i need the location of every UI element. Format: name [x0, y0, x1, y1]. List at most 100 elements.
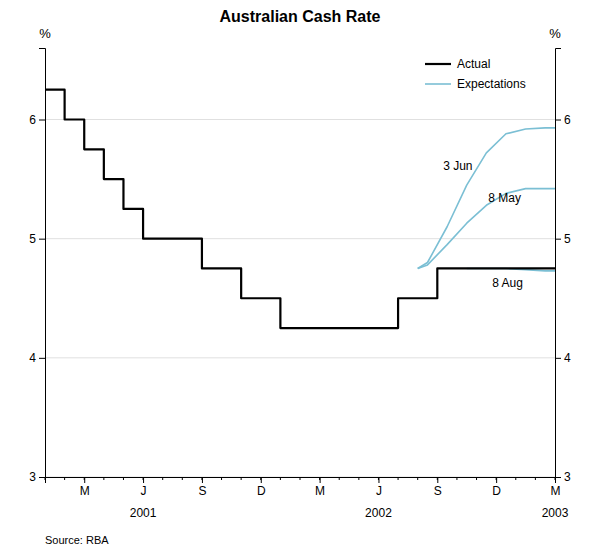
- series-line: [45, 90, 555, 328]
- minor-tick: [417, 477, 418, 480]
- minor-tick: [45, 477, 46, 480]
- minor-tick: [201, 477, 202, 480]
- series-line: [418, 128, 555, 269]
- tick-mark: [39, 358, 45, 359]
- tick-label: M: [80, 484, 90, 498]
- tick: J: [141, 477, 147, 498]
- tick: S: [198, 477, 206, 498]
- legend-swatch: [425, 63, 451, 65]
- tick: 5: [555, 232, 571, 246]
- grid-line: [45, 119, 555, 120]
- tick: D: [492, 477, 501, 498]
- tick-mark: [320, 477, 321, 483]
- tick-label: 5: [29, 232, 36, 246]
- series-line: [418, 189, 555, 269]
- tick: 3: [555, 470, 571, 484]
- legend-item: Actual: [425, 57, 490, 71]
- tick-label: 3: [564, 470, 571, 484]
- minor-tick: [84, 477, 85, 480]
- tick-mark: [555, 358, 561, 359]
- legend-swatch: [425, 83, 451, 85]
- minor-tick: [123, 477, 124, 480]
- tick-label: 4: [564, 351, 571, 365]
- grid-line: [45, 238, 555, 239]
- tick-mark: [261, 477, 262, 483]
- annotation: 3 Jun: [443, 159, 472, 173]
- minor-tick: [378, 477, 379, 480]
- grid: [45, 120, 555, 478]
- tick-mark: [437, 477, 438, 483]
- minor-tick: [339, 477, 340, 480]
- tick-label: 4: [29, 351, 36, 365]
- tick: 6: [555, 113, 571, 127]
- year-label: 2003: [542, 506, 569, 520]
- y2-axis-label: %: [549, 26, 561, 41]
- tick-label: M: [315, 484, 325, 498]
- tick-label: D: [492, 484, 501, 498]
- minor-ticks: [45, 477, 555, 480]
- minor-tick: [300, 477, 301, 480]
- plot-area: [45, 90, 555, 328]
- tick: S: [434, 477, 442, 498]
- minor-tick: [241, 477, 242, 480]
- source: Source: RBA: [45, 534, 109, 546]
- minor-tick: [456, 477, 457, 480]
- y-axis-label: %: [39, 26, 51, 41]
- chart: MJSDMJSDM345634562001200220033 Jun8 May8…: [0, 0, 600, 552]
- tick-mark: [555, 239, 561, 240]
- minor-tick: [182, 477, 183, 480]
- tick-mark: [555, 120, 561, 121]
- minor-tick: [64, 477, 65, 480]
- legend-label: Actual: [457, 57, 490, 71]
- minor-tick: [476, 477, 477, 480]
- tick-label: 5: [564, 232, 571, 246]
- tick: M: [551, 477, 561, 498]
- minor-tick: [319, 477, 320, 480]
- tick: 4: [555, 351, 571, 365]
- minor-tick: [280, 477, 281, 480]
- annotation: 8 May: [488, 191, 521, 205]
- tick: 3: [29, 470, 45, 484]
- tick-mark: [555, 477, 561, 478]
- tick: 4: [29, 351, 45, 365]
- legend-item: Expectations: [425, 77, 526, 91]
- tick-mark: [202, 477, 203, 483]
- y-axis: 3 4 5 6: [29, 49, 45, 485]
- tick-mark: [39, 477, 45, 478]
- axis-line: [46, 478, 556, 484]
- y2-axis: 3 4 5 6: [555, 49, 571, 485]
- tick-mark: [39, 239, 45, 240]
- tick-label: D: [257, 484, 266, 498]
- tick-label: S: [198, 484, 206, 498]
- minor-tick: [260, 477, 261, 480]
- legend: Actual Expectations: [425, 57, 526, 91]
- tick: 5: [29, 232, 45, 246]
- axis-line: [39, 49, 46, 478]
- minor-tick: [555, 477, 556, 480]
- tick: J: [376, 477, 382, 498]
- tick-label: 6: [29, 113, 36, 127]
- tick: M: [80, 477, 90, 498]
- tick: M: [315, 477, 325, 498]
- tick-mark: [39, 120, 45, 121]
- tick-mark: [84, 477, 85, 483]
- year-label: 2002: [365, 506, 392, 520]
- minor-tick: [437, 477, 438, 480]
- title: Australian Cash Rate: [220, 8, 381, 25]
- tick-mark: [496, 477, 497, 483]
- minor-tick: [515, 477, 516, 480]
- minor-tick: [162, 477, 163, 480]
- grid-line: [45, 357, 555, 358]
- legend-label: Expectations: [457, 77, 526, 91]
- chart-container: MJSDMJSDM345634562001200220033 Jun8 May8…: [0, 0, 600, 552]
- minor-tick: [143, 477, 144, 480]
- tick-label: M: [551, 484, 561, 498]
- year-label: 2001: [130, 506, 157, 520]
- tick-mark: [378, 477, 379, 483]
- minor-tick: [103, 477, 104, 480]
- tick-label: J: [141, 484, 147, 498]
- axis-line: [556, 49, 562, 478]
- annotation: 8 Aug: [492, 276, 523, 290]
- tick-label: 6: [564, 113, 571, 127]
- minor-tick: [496, 477, 497, 480]
